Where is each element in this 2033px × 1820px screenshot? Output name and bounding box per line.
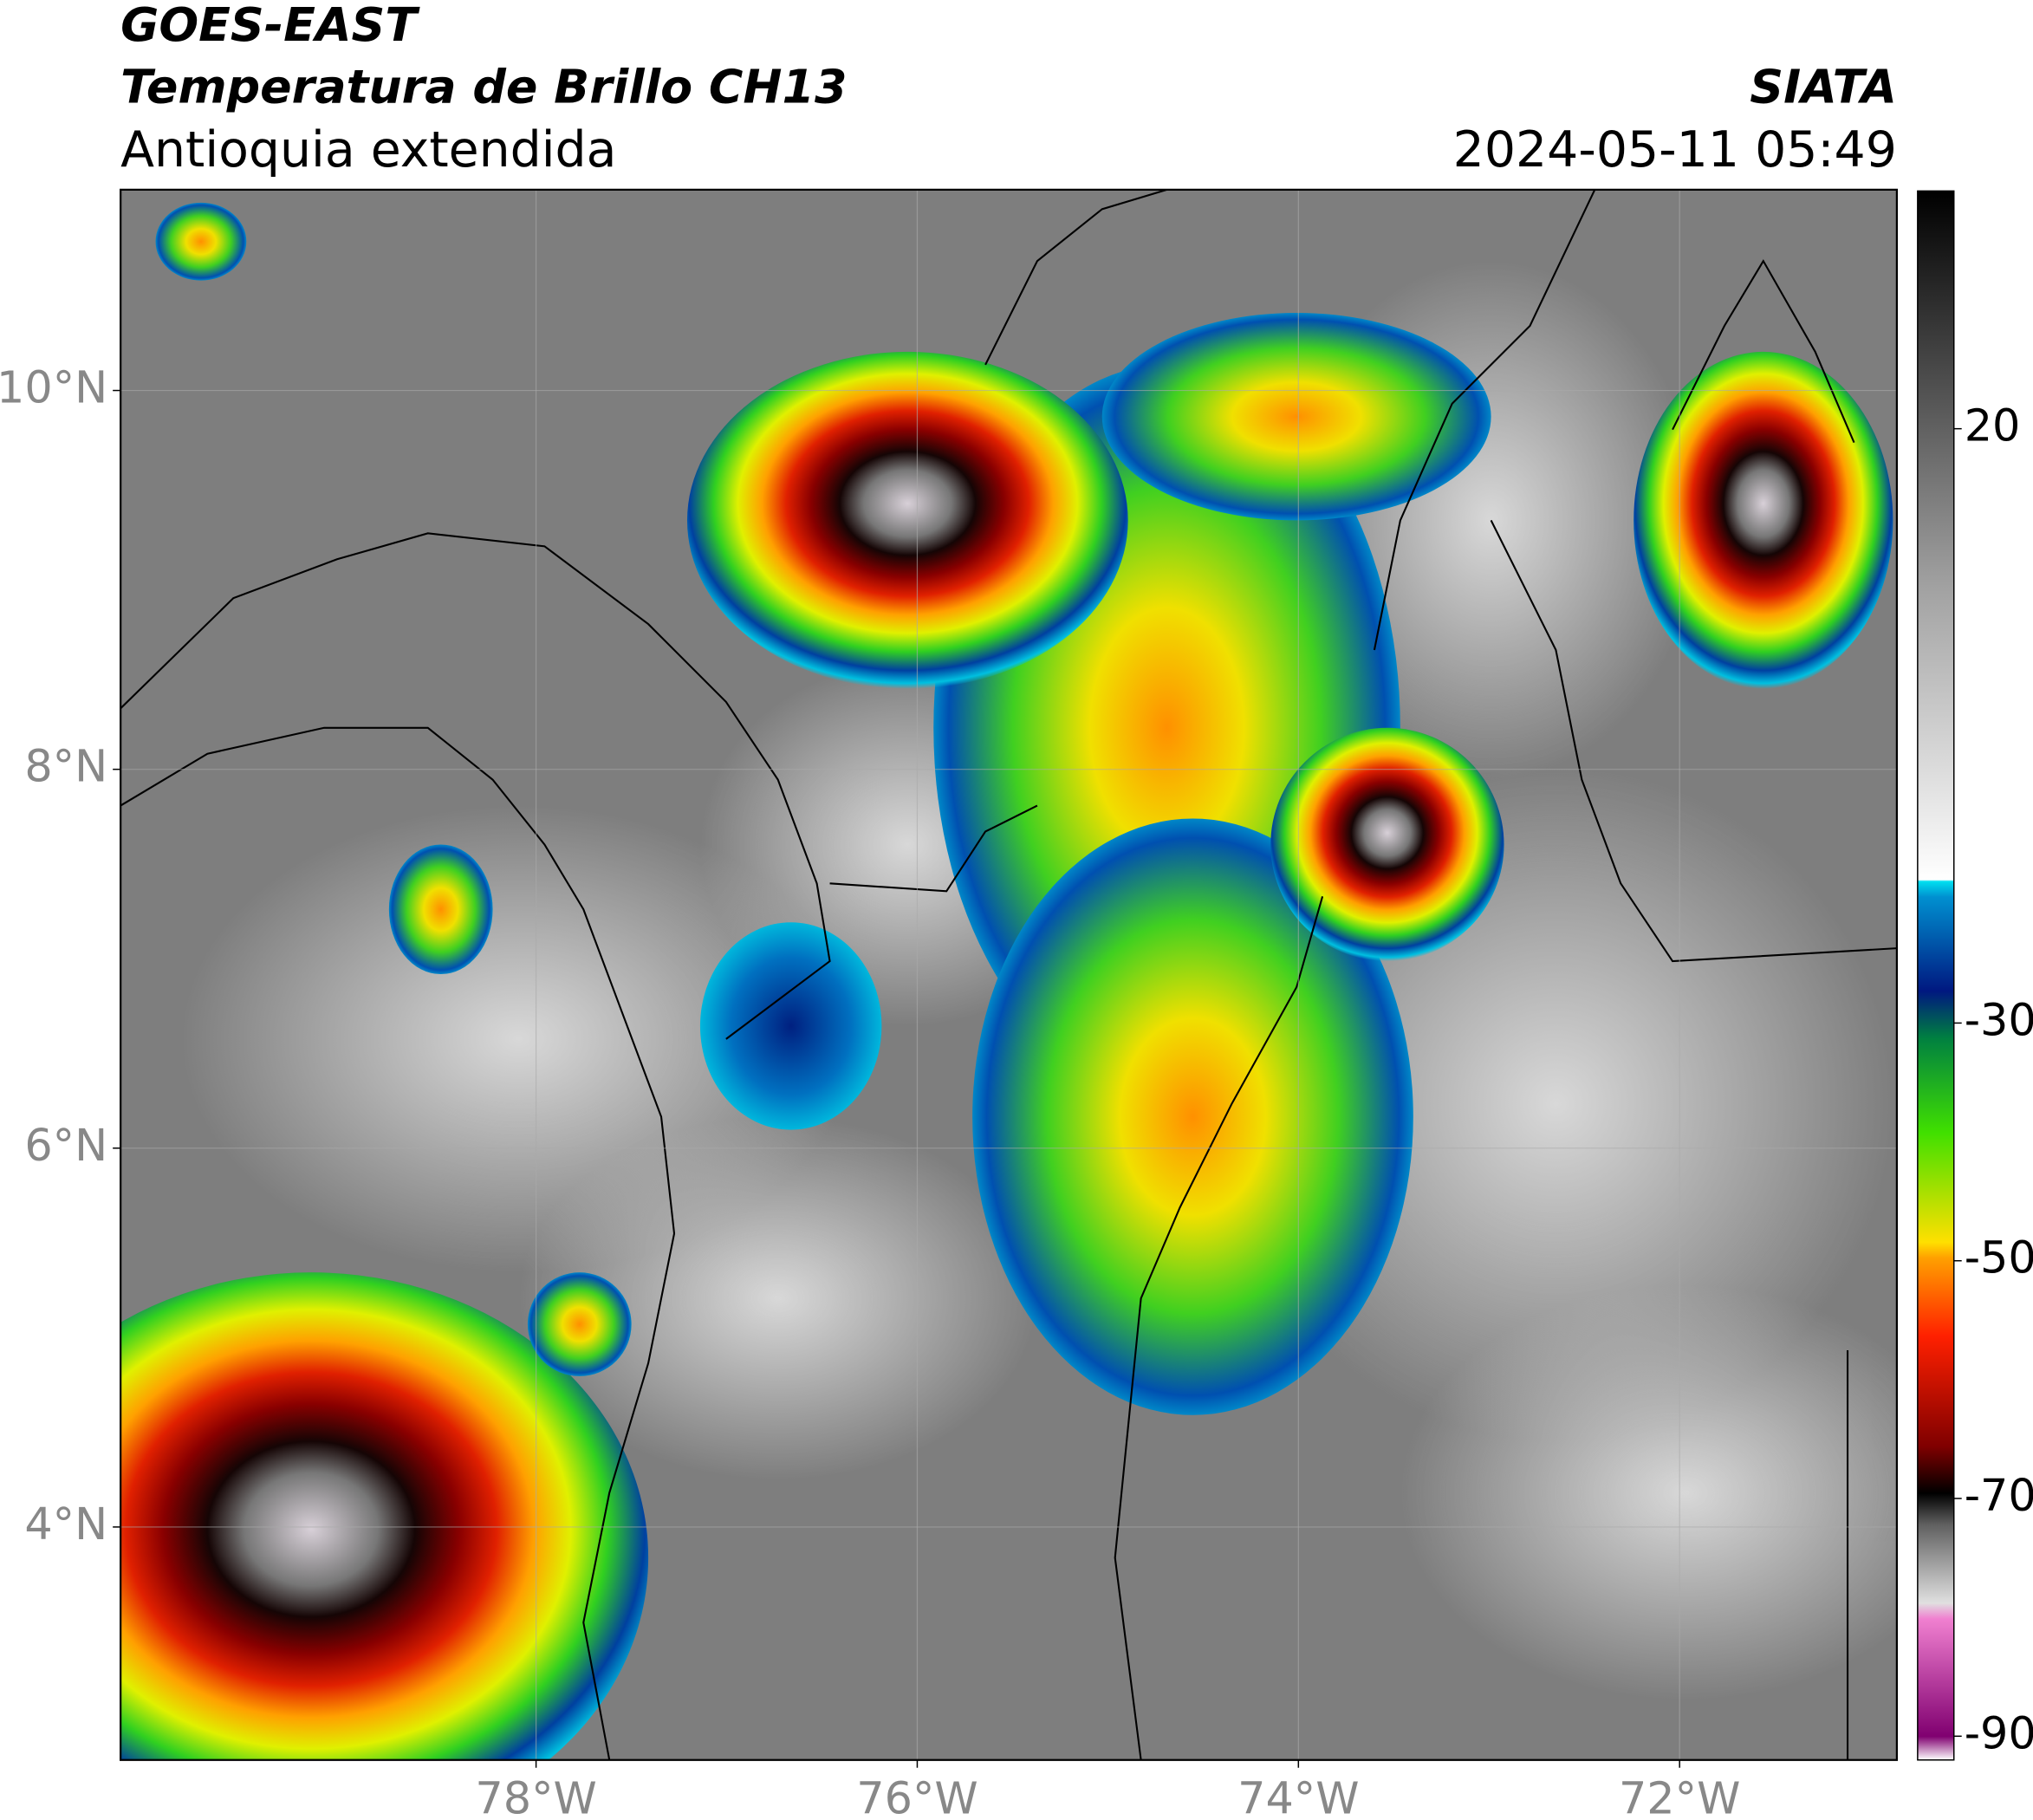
x-tick-label: 76°W — [856, 1773, 978, 1820]
convective-systems — [120, 202, 1893, 1760]
x-tick-label: 72°W — [1619, 1773, 1740, 1820]
borders — [120, 189, 1897, 1760]
satellite-title: GOES-EAST — [120, 0, 420, 52]
colorbar — [1917, 190, 1955, 1761]
agency-title: SIATA — [1750, 60, 1897, 114]
y-tick-label: 8°N — [24, 741, 107, 792]
colorbar-tick-label: 20 — [1965, 400, 2021, 452]
x-tick-label: 78°W — [475, 1773, 596, 1820]
datetime: 2024-05-11 05:49 — [1453, 121, 1897, 179]
colorbar-tick-label: -90 — [1965, 1707, 2033, 1758]
product-title: Temperatura de Brillo CH13 — [120, 60, 847, 114]
colorbar-tick-label: -30 — [1965, 994, 2033, 1045]
map — [120, 189, 1897, 1760]
colorbar-tick-label: -70 — [1965, 1470, 2033, 1521]
graticule — [120, 189, 1897, 1760]
region-subtitle: Antioquia extendida — [120, 121, 616, 179]
y-tick-label: 10°N — [0, 362, 107, 413]
y-tick-label: 6°N — [24, 1120, 107, 1171]
y-tick-label: 4°N — [24, 1498, 107, 1550]
colorbar-tick-label: -50 — [1965, 1232, 2033, 1284]
map-frame — [120, 188, 1899, 1761]
x-tick-label: 74°W — [1237, 1773, 1359, 1820]
